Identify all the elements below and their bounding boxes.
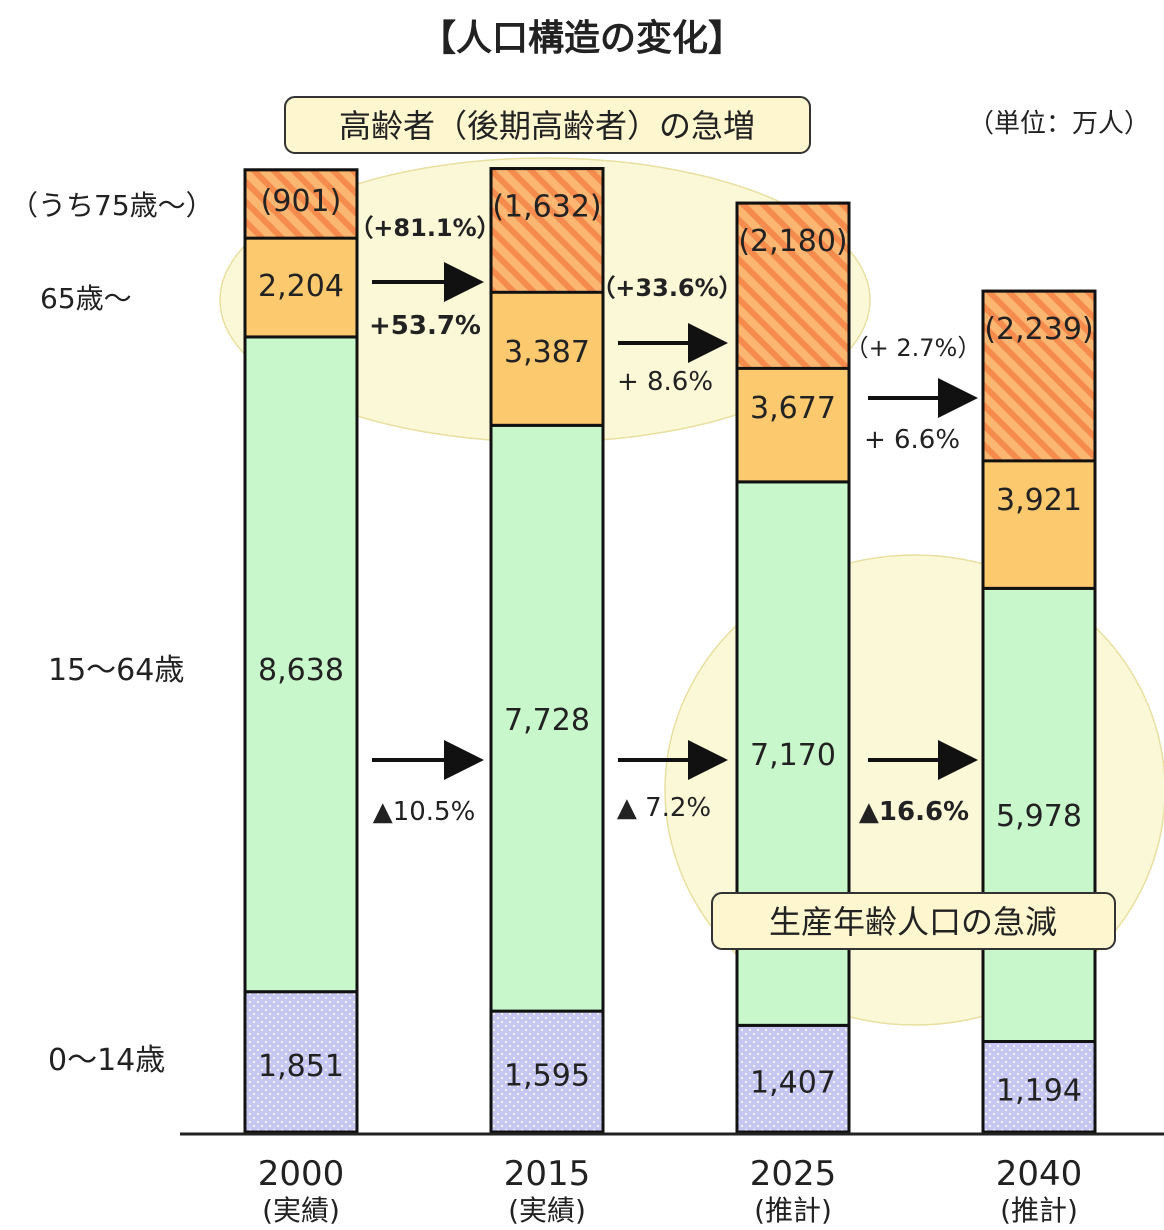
- change-age75-2: （+33.6%）: [591, 274, 742, 302]
- value-label-age65plus-2025: 3,677: [750, 391, 836, 426]
- change-age65-1: +53.7%: [369, 311, 481, 341]
- change-age75-3: （+ 2.7%）: [845, 334, 982, 362]
- label-age15-64: 15〜64歳: [48, 653, 184, 688]
- year-label-2040: 2040: [996, 1154, 1083, 1194]
- value-label-age0-14-2025: 1,407: [750, 1066, 836, 1101]
- working-callout-text: 生産年齢人口の急減: [769, 903, 1057, 941]
- arrows-group: [372, 262, 978, 780]
- bar-age75plus-2025: [735, 201, 851, 370]
- chart-title: 【人口構造の変化】: [420, 17, 744, 59]
- change-working-1: ▲10.5%: [373, 797, 476, 827]
- elderly-callout-text: 高齢者（後期高齢者）の急増: [339, 107, 755, 145]
- value-label-age75plus-2025: (2,180): [738, 224, 847, 259]
- year-note-2025: (推計): [754, 1194, 832, 1227]
- year-note-2040: (推計): [1000, 1194, 1078, 1227]
- year-note-2000: (実績): [262, 1194, 340, 1227]
- value-label-age65plus-2040: 3,921: [996, 483, 1082, 518]
- bar-age15-64-2015: [489, 423, 605, 1013]
- unit-label: （単位：万人）: [968, 109, 1150, 139]
- change-working-3: ▲16.6%: [859, 797, 969, 827]
- change-age75-1: （+81.1%）: [349, 214, 500, 242]
- value-label-age75plus-2015: (1,632): [492, 190, 601, 225]
- change-working-2: ▲ 7.2%: [617, 793, 711, 823]
- bar-age15-64-2000: [243, 335, 359, 994]
- value-label-age65plus-2000: 2,204: [258, 269, 344, 304]
- value-label-age75plus-2000: (901): [261, 184, 342, 219]
- change-age65-2: + 8.6%: [617, 367, 713, 397]
- bar-age75plus-2040: [981, 289, 1097, 463]
- elderly-callout-box: [284, 96, 811, 154]
- value-label-age75plus-2040: (2,239): [984, 312, 1093, 347]
- year-label-2000: 2000: [258, 1154, 345, 1194]
- bar-age0-14-2015: [489, 1009, 605, 1134]
- value-label-age15-64-2015: 7,728: [504, 703, 590, 738]
- bar-age75plus-2000: [243, 168, 359, 240]
- working-callout-box: [711, 892, 1116, 950]
- bar-age75plus-2015: [489, 167, 605, 294]
- value-label-age15-64-2025: 7,170: [750, 738, 836, 773]
- year-label-2025: 2025: [750, 1154, 837, 1194]
- value-label-age0-14-2040: 1,194: [996, 1074, 1082, 1109]
- value-label-age15-64-2040: 5,978: [996, 799, 1082, 834]
- value-label-age15-64-2000: 8,638: [258, 653, 344, 688]
- change-age65-3: + 6.6%: [864, 425, 960, 455]
- year-note-2015: (実績): [508, 1194, 586, 1227]
- value-label-age0-14-2000: 1,851: [258, 1049, 344, 1084]
- label-age65: 65歳〜: [40, 282, 132, 315]
- label-age0-14: 0〜14歳: [48, 1043, 165, 1078]
- value-label-age0-14-2015: 1,595: [504, 1059, 590, 1094]
- bars-group: 1,851 8,638 2,204 (901) 1,595 7,728 3,387 (1,63…: [243, 167, 1097, 1134]
- bar-age15-64-2040: [981, 586, 1097, 1043]
- value-label-age65plus-2015: 3,387: [504, 335, 590, 370]
- label-age75: （うち75歳〜）: [10, 189, 214, 222]
- year-label-2015: 2015: [504, 1154, 591, 1194]
